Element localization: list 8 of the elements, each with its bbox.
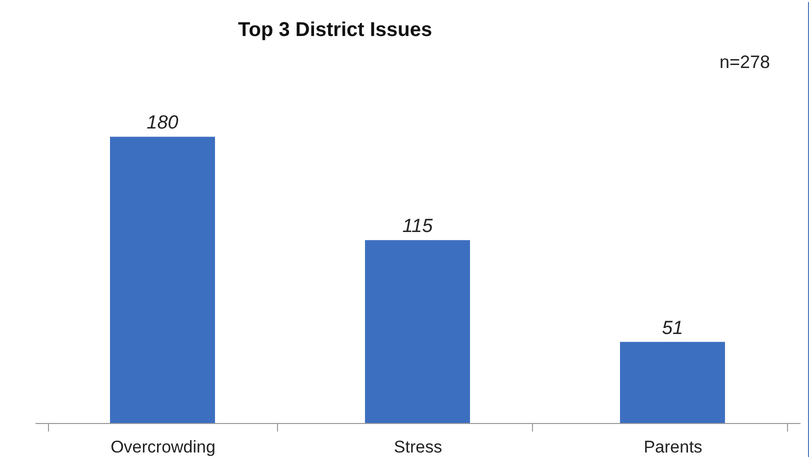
text: n=278 [719, 52, 770, 72]
data-label: 180 [146, 112, 179, 134]
data-label: 51 [662, 318, 684, 339]
x-tick-label: Overcrowding [110, 438, 216, 456]
x-tick-label: Stress [394, 438, 442, 456]
data-label: 115 [402, 216, 434, 238]
chart-title: Top 3 District Issues [238, 19, 432, 41]
x-tick-label: Parents [644, 438, 702, 456]
